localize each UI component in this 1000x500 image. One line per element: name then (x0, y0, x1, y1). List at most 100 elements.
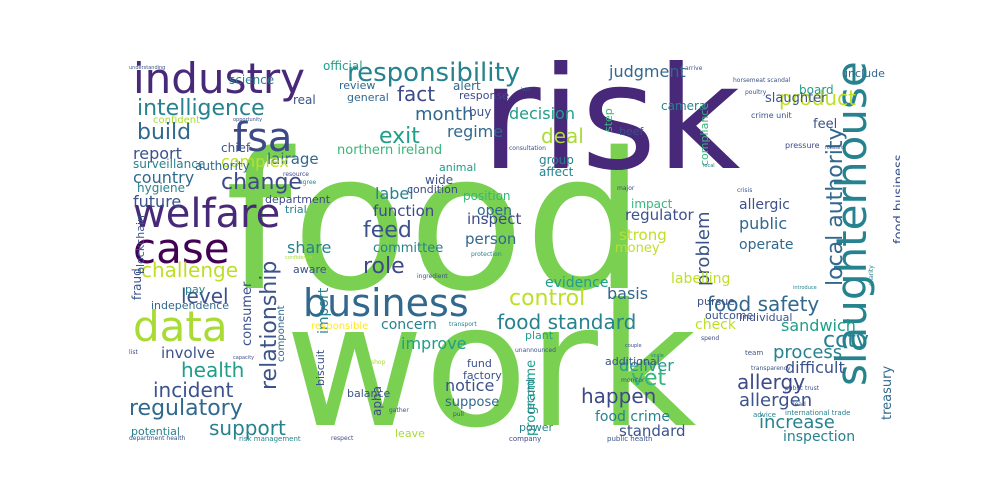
word-authority: authority (195, 159, 250, 173)
word-independence: independence (151, 299, 230, 312)
word-difficult: difficult (785, 358, 845, 377)
word-poultry: poultry (745, 89, 767, 96)
word-cctv: cctv (823, 328, 869, 353)
word-inspection: inspection (783, 429, 856, 445)
word-introduce: introduce (793, 285, 817, 291)
word-pressure: pressure (785, 141, 820, 150)
word-regulator: regulator (625, 206, 694, 224)
word-local: local (703, 163, 715, 169)
word-food-crime: food crime (595, 409, 670, 425)
word-labelling: labelling (671, 271, 731, 287)
word-concern: concern (381, 317, 437, 333)
word-support: support (209, 416, 286, 440)
word-group: group (539, 153, 574, 167)
word-scale: scale (651, 353, 664, 359)
word-food: food (225, 112, 645, 333)
word-charity: charity (868, 265, 875, 286)
word-unannounced: unannounced (515, 347, 556, 354)
word-build: build (137, 120, 192, 145)
word-food-standard: food standard (497, 310, 637, 334)
word-person: person (465, 230, 517, 248)
word-opportunity: opportunity (233, 117, 263, 123)
word-science: science (229, 73, 275, 87)
word-power: power (519, 421, 553, 434)
word-case: case (133, 224, 230, 273)
word-incident: incident (153, 378, 234, 402)
word-board: board (799, 83, 834, 97)
word-month: month (415, 104, 474, 125)
word-pursue: pursue (697, 295, 735, 308)
word-component: component (276, 305, 287, 362)
word-transport: transport (449, 321, 477, 328)
word-condition: condition (407, 183, 458, 196)
word-agree: agree (299, 179, 317, 186)
word-industry: industry (133, 60, 306, 103)
word-vet: vet (631, 366, 667, 391)
word-change: change (221, 170, 302, 195)
word-additional: additional (605, 355, 660, 368)
word-international-trade: international trade (785, 409, 851, 417)
word-role: role (363, 254, 405, 279)
word-pull: pull (453, 411, 464, 418)
word-cloud: food work risk slaughterhouse industry welfar… (125, 60, 900, 448)
word-deliver: deliver (619, 356, 674, 375)
word-animal: animal (439, 161, 477, 174)
word-product: product (779, 86, 856, 110)
word-buy: buy (469, 105, 492, 119)
word-camera: camera (661, 99, 707, 113)
word-monitor: monitor (621, 377, 645, 384)
word-involve: involve (161, 344, 216, 362)
word-department-health: department health (129, 435, 186, 442)
word-trial: trial (285, 203, 307, 216)
word-advice: advice (753, 411, 776, 419)
word-beef: beef (619, 125, 644, 138)
word-improve: improve (401, 334, 467, 353)
word-feed: feed (363, 218, 412, 243)
word-suppose: suppose (445, 395, 500, 410)
word-notice: notice (445, 376, 495, 395)
word-crime-unit: crime unit (751, 111, 792, 120)
word-surveillance: surveillance (133, 157, 206, 171)
word-forward: forward (825, 145, 845, 151)
word-process: process (773, 342, 843, 363)
word-factory: factory (463, 369, 502, 382)
word-deal: deal (541, 124, 584, 148)
word-balance: balance (347, 387, 391, 400)
word-spend: spend (701, 335, 720, 342)
word-allergic: allergic (739, 197, 790, 213)
word-feel: feel (813, 117, 838, 132)
word-pay: pay (185, 283, 206, 296)
word-resource: resource (283, 171, 309, 178)
word-ingredient: ingredient (417, 273, 448, 280)
word-regime: regime (447, 122, 504, 141)
word-review: review (339, 79, 376, 92)
word-aware: aware (293, 263, 327, 276)
word-responsibility: responsibility (347, 60, 521, 88)
word-wide: wide (425, 173, 454, 187)
word-real: real (293, 93, 316, 107)
word-basis: basis (607, 284, 649, 303)
word-allergy: allergy (737, 370, 806, 394)
word-arrive: arrive (685, 65, 703, 72)
word-team: team (745, 349, 764, 357)
word-leave: leave (395, 427, 425, 440)
word-data: data (133, 302, 228, 351)
word-shop: shop (371, 359, 386, 366)
word-major: major (617, 185, 635, 192)
word-function: function (373, 202, 435, 220)
word-potential: potential (131, 425, 180, 438)
word-standard: standard (619, 422, 686, 440)
word-official: official (323, 60, 363, 73)
word-hygiene: hygiene (137, 181, 186, 195)
word-local-authority: local authority (823, 127, 848, 286)
word-money: money (615, 241, 660, 256)
word-food-business: food business (892, 154, 900, 244)
word-evidence: evidence (545, 275, 609, 291)
word-crisis: crisis (737, 187, 753, 194)
word-affect: affect (539, 165, 574, 179)
word-committee: committee (373, 241, 444, 256)
word-department: department (265, 193, 331, 206)
word-future: future (133, 192, 182, 211)
word-check: check (695, 317, 736, 333)
